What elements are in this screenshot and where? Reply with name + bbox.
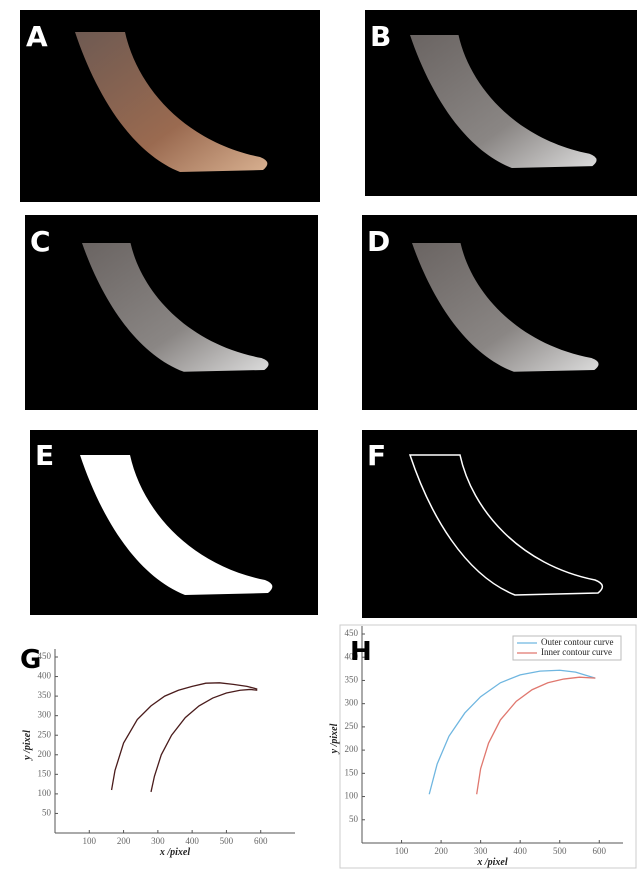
panel-label: H	[350, 637, 372, 667]
x-tick-label: 600	[593, 846, 607, 856]
y-tick-label: 200	[38, 749, 52, 759]
y-tick-label: 50	[349, 814, 359, 824]
y-tick-label: 450	[38, 651, 52, 661]
y-tick-label: 200	[345, 744, 359, 754]
legend-label: Outer contour curve	[541, 637, 613, 647]
x-tick-label: 100	[395, 846, 409, 856]
panel-f	[362, 430, 637, 618]
legend-label: Inner contour curve	[541, 647, 612, 657]
y-tick-label: 250	[345, 721, 359, 731]
y-tick-label: 300	[38, 710, 52, 720]
y-tick-label: 450	[345, 628, 359, 638]
panel-label: A	[26, 20, 48, 53]
panel-b	[365, 10, 637, 196]
x-tick-label: 300	[474, 846, 488, 856]
contour-line	[428, 669, 596, 795]
x-tick-label: 600	[254, 836, 268, 846]
x-tick-label: 400	[513, 846, 527, 856]
y-tick-label: 400	[38, 671, 52, 681]
y-tick-label: 50	[42, 808, 52, 818]
y-tick-label: 350	[38, 690, 52, 700]
y-tick-label: 150	[345, 767, 359, 777]
y-tick-label: 150	[38, 768, 52, 778]
panel-label: G	[20, 645, 41, 675]
panel-h-frame	[339, 624, 637, 869]
x-tick-label: 100	[83, 836, 97, 846]
panel-label: F	[367, 439, 386, 472]
y-tick-label: 100	[38, 788, 52, 798]
x-axis-label: x /pixel	[476, 857, 507, 868]
contour-line	[476, 676, 596, 795]
panel-label: B	[370, 20, 391, 53]
x-tick-label: 500	[220, 836, 234, 846]
x-tick-label: 500	[553, 846, 567, 856]
x-tick-label: 200	[434, 846, 448, 856]
y-tick-label: 250	[38, 729, 52, 739]
x-axis-label: x /pixel	[159, 847, 190, 858]
y-tick-label: 350	[345, 675, 359, 685]
x-tick-label: 200	[117, 836, 131, 846]
panel-label: C	[30, 225, 51, 258]
panel-label: E	[35, 439, 54, 472]
legend-box	[512, 635, 622, 661]
contour-line	[110, 682, 258, 791]
x-tick-label: 300	[151, 836, 165, 846]
y-tick-label: 400	[345, 651, 359, 661]
panel-a	[20, 10, 320, 202]
x-tick-label: 400	[185, 836, 199, 846]
contour-line	[150, 688, 258, 793]
y-tick-label: 300	[345, 698, 359, 708]
y-tick-label: 100	[345, 791, 359, 801]
panel-label: D	[367, 225, 390, 258]
panel-c	[25, 215, 318, 410]
y-axis-label: y /pixel	[22, 730, 33, 761]
y-axis-label: y /pixel	[329, 723, 340, 754]
